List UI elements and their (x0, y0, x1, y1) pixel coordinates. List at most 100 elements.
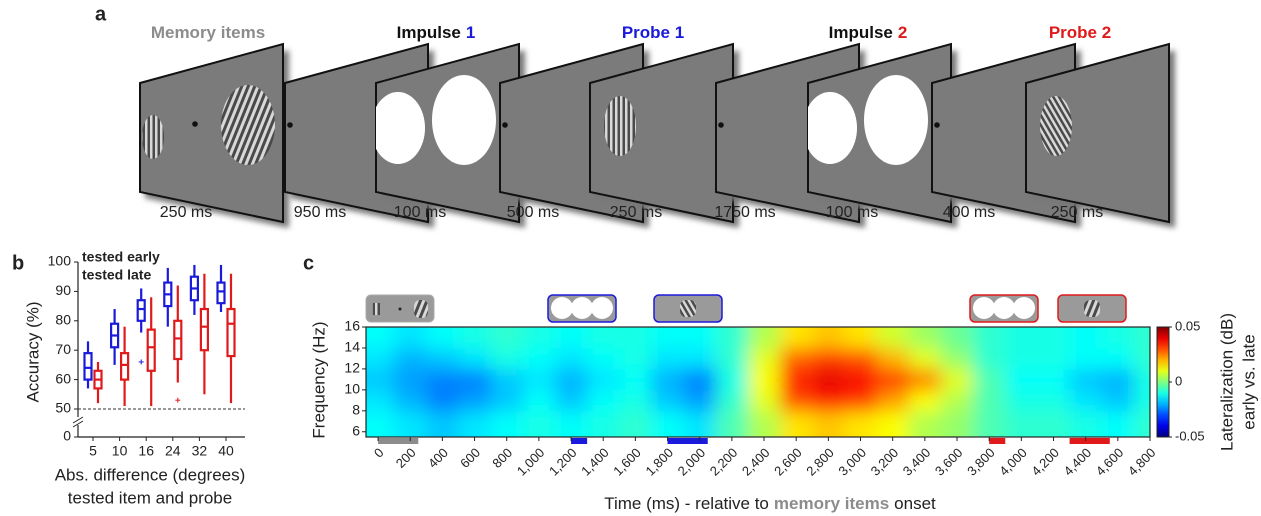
heatmap-cell (1134, 267, 1211, 348)
icon (680, 300, 696, 317)
heatmap-cell (523, 390, 556, 411)
x-tick-label: 32 (192, 443, 208, 459)
heatmap-cell (812, 390, 845, 411)
heatmap-cell (587, 348, 620, 369)
heatmap-cell (587, 390, 620, 411)
heatmap-cell (1134, 348, 1211, 369)
stimulus-icons (366, 295, 1126, 322)
grating (604, 96, 636, 156)
panel-letter: b (12, 252, 24, 274)
heatmap-cell (1102, 390, 1135, 411)
panel-letter: a (95, 3, 107, 25)
x-tick-label: 24 (165, 443, 181, 459)
heatmap-cell (458, 348, 491, 369)
heatmap-cell (1134, 390, 1211, 411)
x-axis-label-part: memory items (774, 494, 889, 513)
heatmap-cell (780, 369, 813, 390)
heatmap-cell (394, 390, 427, 411)
stimulus-label-text: Probe 1 (622, 23, 684, 42)
icon (372, 303, 380, 315)
fixation (287, 122, 293, 128)
heatmap-cell (877, 369, 910, 390)
colorbar-label: Lateralization (dB) (1217, 313, 1236, 451)
screen-content (718, 122, 724, 128)
screen-content (287, 122, 293, 128)
heatmap-cell (1070, 348, 1103, 369)
x-axis-label: Abs. difference (degrees) (55, 465, 246, 484)
screen-content (604, 96, 636, 156)
impulse-disc (864, 75, 928, 165)
y-axis-label: Accuracy (%) (23, 301, 42, 402)
heatmap-cell (458, 267, 491, 348)
duration-label: 100 ms (826, 204, 878, 221)
heatmap-panel: 681012141602004006008001,0001,2001,4001,… (306, 267, 1258, 513)
heatmap-cell (973, 390, 1006, 411)
boxplot-panel: 5060708090100051016243240tested earlytes… (23, 249, 245, 508)
stimulus-label: Memory items (151, 23, 265, 42)
y-tick-label: 60 (55, 370, 71, 386)
screen-content (934, 122, 940, 128)
heatmap-cell (491, 267, 524, 348)
event-bar (989, 438, 1005, 444)
stimulus-label-text: Memory items (151, 23, 265, 42)
grating (221, 85, 275, 165)
heatmap-cell (1070, 369, 1103, 390)
duration-label: 400 ms (943, 204, 995, 221)
heatmap-cell (491, 348, 524, 369)
heatmap-cell (651, 390, 684, 411)
heatmap-cell (1037, 369, 1070, 390)
screen-content (502, 122, 508, 128)
icon (551, 297, 573, 319)
grating (142, 115, 164, 159)
stimulus-label-text: Impulse (397, 23, 461, 42)
x-tick-label: 4,400 (1061, 445, 1095, 479)
heatmap-cell (909, 369, 942, 390)
heatmap-cell (780, 390, 813, 411)
stimulus-label-text: Impulse (829, 23, 893, 42)
heatmap-cell (812, 348, 845, 369)
heatmap-cell (619, 390, 652, 411)
x-tick-label: 1,600 (610, 445, 644, 479)
box (148, 330, 155, 371)
icon (414, 300, 428, 318)
x-tick-label: 40 (218, 443, 234, 459)
heatmap-cell (941, 369, 974, 390)
heatmap-cell (844, 267, 877, 348)
icon (1013, 297, 1035, 319)
heatmap-cell (748, 390, 781, 411)
fixation (934, 122, 940, 128)
colorbar-tick-label: 0.05 (1175, 318, 1200, 333)
heatmap-cell (877, 390, 910, 411)
x-tick-label: 4,000 (996, 445, 1030, 479)
colorbar-tick-label: -0.05 (1175, 428, 1205, 443)
x-tick-label: 1,000 (514, 445, 548, 479)
figure: a b c 250 ms950 ms100 ms500 ms250 ms1750… (0, 0, 1261, 516)
heatmap-cell (523, 369, 556, 390)
heatmap-cell (1005, 348, 1038, 369)
heatmap-cell (619, 267, 652, 348)
heatmap-cell (619, 369, 652, 390)
heatmap-cell (1102, 369, 1135, 390)
heatmap-cell (394, 369, 427, 390)
x-tick-label: 3,400 (900, 445, 934, 479)
duration-label: 500 ms (507, 204, 559, 221)
grating (1040, 96, 1072, 156)
duration-label: 250 ms (1051, 204, 1103, 221)
x-tick-label: 1,200 (546, 445, 580, 479)
heatmap-cell (684, 369, 717, 390)
colorbar-tick-label: 0 (1175, 373, 1182, 388)
y-tick-label: 80 (55, 312, 71, 328)
heatmap-cell (587, 369, 620, 390)
heatmap-cell (748, 369, 781, 390)
heatmap-cell (716, 390, 749, 411)
outlier (175, 398, 180, 403)
heatmap-cell (780, 348, 813, 369)
heatmap-cell (426, 390, 459, 411)
heatmap-cell (523, 348, 556, 369)
x-tick-label: 600 (457, 445, 483, 471)
x-tick-label: 800 (489, 445, 515, 471)
heatmap-cell (426, 369, 459, 390)
x-tick-label: 2,200 (707, 445, 741, 479)
heatmap-cell (651, 369, 684, 390)
